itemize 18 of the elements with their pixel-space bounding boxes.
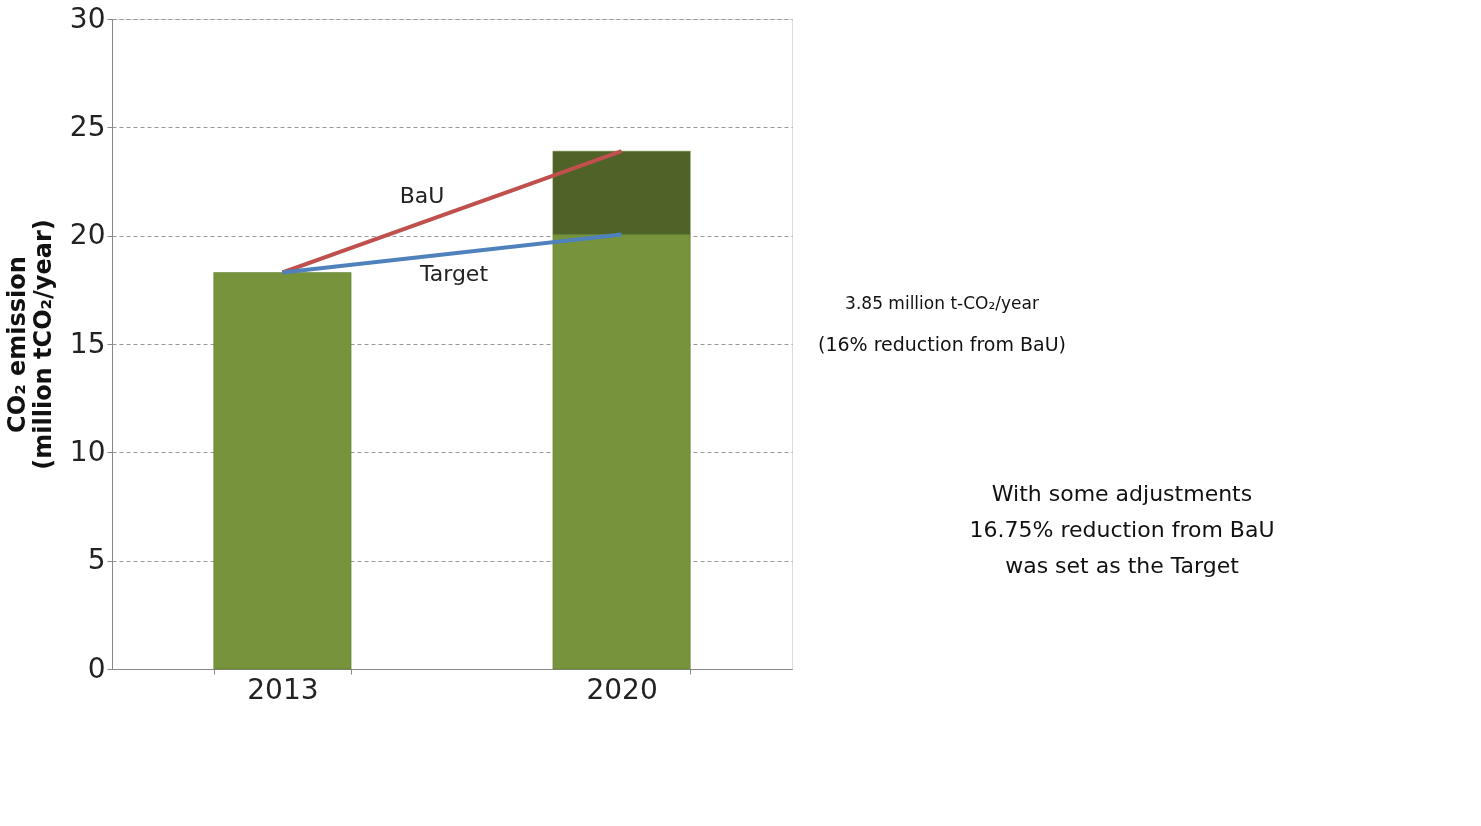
text: 16.75% reduction from BaU [969,517,1275,542]
text: was set as the Target [1005,553,1240,578]
y-axis-title: CO₂ emission (million tCO₂/year) [2,219,57,470]
series-label: Target [418,260,489,286]
y-tick-label: 5 [87,543,106,577]
y-tick-label: 30 [69,1,106,35]
text: 3.85 million t-CO₂/year [845,293,1039,313]
y-tick-label: 0 [87,651,106,685]
y-tick-label: 15 [69,326,106,360]
text: (16% reduction from BaU) [817,333,1067,355]
x-tick-label: 2020 [586,672,658,706]
text: With some adjustments [991,481,1253,506]
series-label: BaU [399,182,445,208]
y-tick-label: 25 [69,109,106,143]
x-tick-label: 2013 [247,672,319,706]
y-tick-label: 10 [69,434,106,468]
y-tick-label: 20 [69,218,106,252]
bar [213,272,352,670]
